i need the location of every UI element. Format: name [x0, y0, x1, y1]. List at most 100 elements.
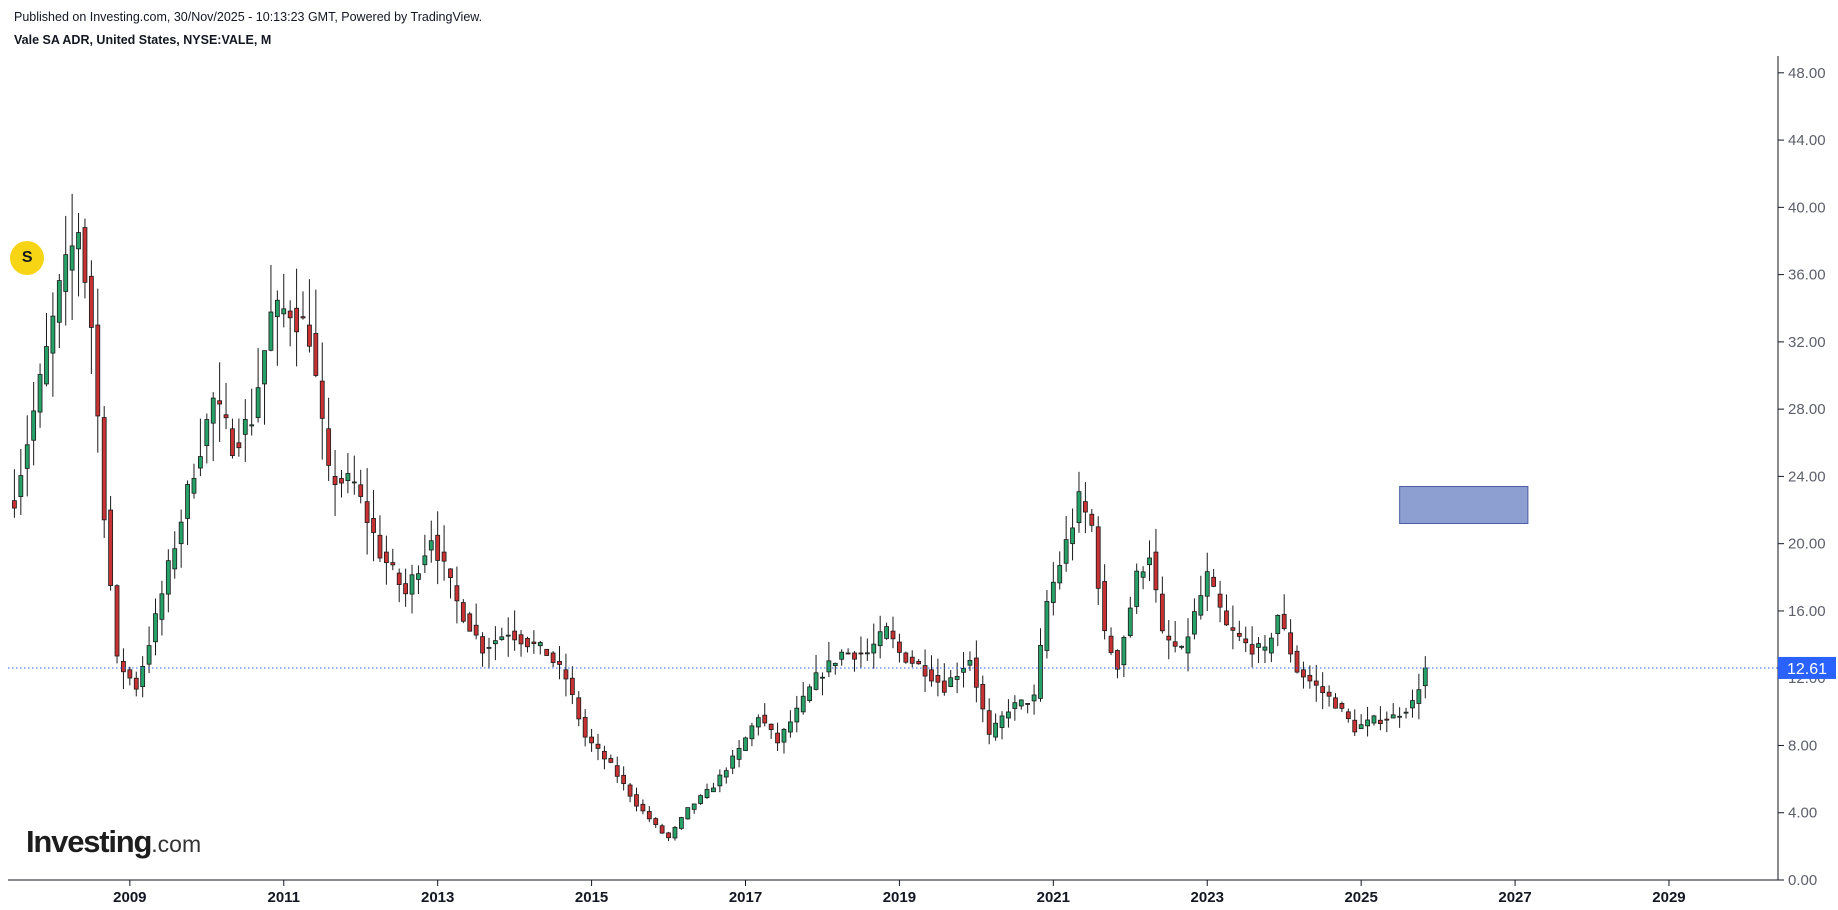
candle-body-up: [274, 299, 280, 318]
candle: [569, 666, 575, 705]
candle-body-down: [1083, 501, 1088, 513]
candle: [1025, 703, 1031, 714]
candle: [332, 449, 338, 516]
candle-body-up: [416, 573, 421, 580]
candle: [1179, 645, 1184, 650]
candle: [390, 548, 396, 571]
candle: [986, 698, 992, 745]
y-tick-label: 24.00: [1788, 468, 1826, 485]
candle: [1320, 672, 1326, 710]
x-tick-label: 2023: [1191, 889, 1224, 906]
candle-body-down: [646, 811, 652, 820]
candle: [24, 415, 30, 497]
candle: [973, 640, 979, 703]
candle-body-up: [723, 770, 729, 778]
candle-body-up: [1204, 571, 1210, 597]
split-marker-badge[interactable]: S: [10, 240, 45, 275]
candle-body-down: [1108, 635, 1114, 653]
last-price-label: 12.61: [1787, 661, 1827, 678]
candle-body-up: [711, 787, 716, 793]
candle-body-up: [1006, 711, 1011, 719]
candle: [1339, 701, 1345, 713]
candle: [813, 654, 819, 691]
candle-body-down: [1236, 632, 1242, 637]
target-zone-box: [1399, 485, 1529, 524]
candle-body-up: [1070, 527, 1075, 545]
candle-body-up: [242, 418, 248, 435]
candle-body-up: [159, 593, 165, 620]
candle-body-up: [281, 308, 287, 315]
candle-body-up: [1262, 646, 1268, 651]
candle-body-down: [287, 310, 293, 319]
candle: [364, 468, 370, 555]
candle: [884, 622, 889, 640]
candle: [723, 767, 729, 784]
candle: [582, 709, 588, 747]
candle-body-down: [1294, 650, 1300, 673]
candle: [185, 480, 190, 546]
candle: [473, 603, 479, 640]
candle: [1384, 711, 1390, 733]
candle: [595, 733, 601, 761]
y-tick-label: 44.00: [1788, 132, 1826, 149]
candle: [608, 754, 614, 764]
candle: [1378, 706, 1383, 731]
candle: [140, 656, 146, 698]
x-tick-label: 2027: [1498, 889, 1531, 906]
candle: [749, 722, 755, 747]
y-tick-label: 28.00: [1788, 401, 1826, 418]
candle: [223, 382, 229, 430]
candle: [961, 652, 966, 688]
candle-body-down: [1224, 610, 1229, 626]
candle-body-down: [550, 652, 556, 663]
candle-body-up: [1121, 637, 1127, 666]
candle-body-up: [1018, 699, 1024, 707]
candle: [717, 769, 723, 793]
candle: [1172, 621, 1178, 653]
candle-body-up: [961, 668, 966, 673]
candle: [319, 342, 325, 460]
candle: [307, 279, 312, 353]
candle: [1153, 528, 1159, 603]
x-tick-label: 2029: [1652, 889, 1685, 906]
candle-body-down: [396, 572, 402, 585]
candles-layer: [12, 193, 1428, 842]
candle-body-down: [326, 428, 332, 466]
candle-body-down: [852, 652, 857, 660]
candle: [634, 787, 639, 812]
candle: [550, 651, 556, 668]
candle: [505, 617, 511, 657]
y-tick-label: 40.00: [1788, 199, 1826, 216]
candle: [1301, 661, 1306, 689]
candle-body-up: [345, 473, 351, 482]
candle: [12, 469, 17, 518]
candle-body-up: [954, 675, 960, 680]
candle-body-down: [1243, 638, 1249, 644]
candle: [890, 616, 896, 649]
candle-body-down: [114, 585, 120, 657]
candle: [512, 610, 518, 651]
candle: [525, 636, 530, 653]
candle-body-down: [1249, 644, 1255, 655]
candle-body-down: [890, 630, 896, 640]
candle-body-down: [1159, 593, 1165, 632]
candle: [871, 623, 877, 669]
candle-body-down: [223, 414, 229, 419]
candle-body-up: [839, 651, 845, 660]
candle-body-up: [63, 254, 69, 292]
candle-body-up: [249, 424, 255, 427]
candle: [460, 599, 466, 624]
candle-body-down: [569, 677, 575, 695]
candle: [172, 531, 178, 579]
candle: [191, 463, 197, 499]
candle: [274, 290, 280, 366]
candle: [242, 399, 248, 462]
candle: [794, 695, 800, 733]
candle: [1262, 635, 1268, 664]
candle-body-down: [557, 660, 562, 665]
candle-body-up: [153, 613, 158, 643]
candle-body-down: [236, 442, 242, 449]
candle-body-down: [973, 657, 979, 688]
candle: [1076, 471, 1082, 533]
